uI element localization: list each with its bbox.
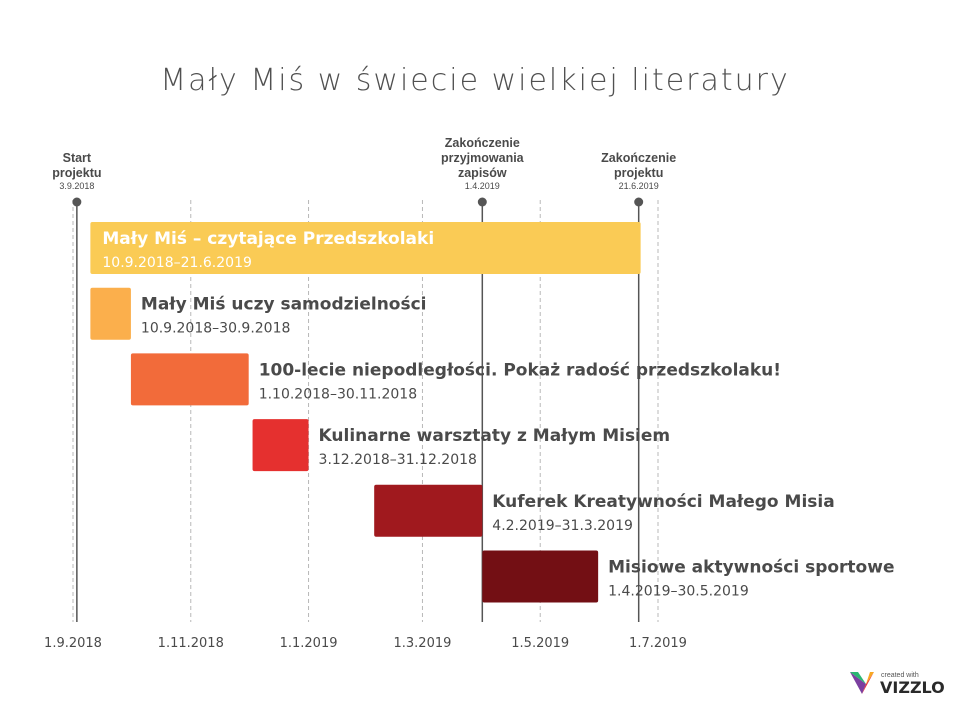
task-name: 100-lecie niepodległości. Pokaż radość p… <box>259 360 781 380</box>
task-bar <box>130 353 249 406</box>
milestone-label: przyjmowania <box>441 151 525 165</box>
task-row: Kuferek Kreatywności Małego Misia 4.2.201… <box>374 484 835 537</box>
task-date-range: 1.10.2018–30.11.2018 <box>259 386 417 402</box>
tick-label: 1.9.2018 <box>44 636 102 651</box>
task-name: Kuferek Kreatywności Małego Misia <box>492 492 834 512</box>
milestone-label: projektu <box>52 166 101 180</box>
created-with-label: created with <box>881 672 919 679</box>
milestone-label: Start <box>63 151 92 165</box>
task-date-range: 10.9.2018–21.6.2019 <box>102 255 252 271</box>
task-bar <box>374 484 483 537</box>
task-date-range: 1.4.2019–30.5.2019 <box>608 584 749 600</box>
task-bar <box>90 222 641 274</box>
x-axis-ticks: 1.9.2018 1.11.2018 1.1.2019 1.3.2019 1.5.201… <box>44 636 687 651</box>
milestone-label: zapisów <box>458 166 507 180</box>
task-name: Misiowe aktywności sportowe <box>608 558 894 578</box>
task-row: Mały Miś uczy samodzielności 10.9.2018–30… <box>90 287 427 340</box>
milestone-marker <box>477 197 487 207</box>
milestone-marker <box>634 197 644 207</box>
chart-title: Mały Miś w świecie wielkiej literatury <box>160 63 790 98</box>
task-name: Kulinarne warsztaty z Małym Misiem <box>319 426 671 446</box>
tick-label: 1.7.2019 <box>629 636 687 651</box>
task-name: Mały Miś uczy samodzielności <box>141 295 427 315</box>
milestone-label: Zakończenie <box>601 151 676 165</box>
tick-label: 1.11.2018 <box>158 636 224 651</box>
milestone-date: 21.6.2019 <box>619 181 659 191</box>
task-row: Misiowe aktywności sportowe 1.4.2019–30.5… <box>482 550 894 603</box>
task-name: Mały Miś – czytające Przedszkolaki <box>102 229 434 249</box>
task-date-range: 3.12.2018–31.12.2018 <box>319 452 477 468</box>
task-bar <box>90 287 131 340</box>
task-row: Kulinarne warsztaty z Małym Misiem 3.12.2… <box>252 419 671 472</box>
milestone-date: 1.4.2019 <box>465 181 500 191</box>
milestone-label: Zakończenie <box>445 136 520 150</box>
task-row: 100-lecie niepodległości. Pokaż radość p… <box>130 353 781 406</box>
milestone-marker <box>72 197 82 207</box>
task-bars: Mały Miś – czytające Przedszkolaki 10.9.2… <box>90 222 894 603</box>
task-date-range: 4.2.2019–31.3.2019 <box>492 518 633 534</box>
vizzlo-wordmark: VIZZLO <box>880 678 945 697</box>
task-bar <box>482 550 599 603</box>
task-bar <box>252 419 309 472</box>
vizzlo-logo: created with VIZZLO <box>850 672 945 697</box>
tick-label: 1.5.2019 <box>511 636 569 651</box>
tick-label: 1.3.2019 <box>394 636 452 651</box>
milestone-date: 3.9.2018 <box>59 181 94 191</box>
milestone-label: projektu <box>614 166 663 180</box>
task-date-range: 10.9.2018–30.9.2018 <box>141 321 291 337</box>
task-row: Mały Miś – czytające Przedszkolaki 10.9.2… <box>90 222 641 274</box>
tick-label: 1.1.2019 <box>280 636 338 651</box>
